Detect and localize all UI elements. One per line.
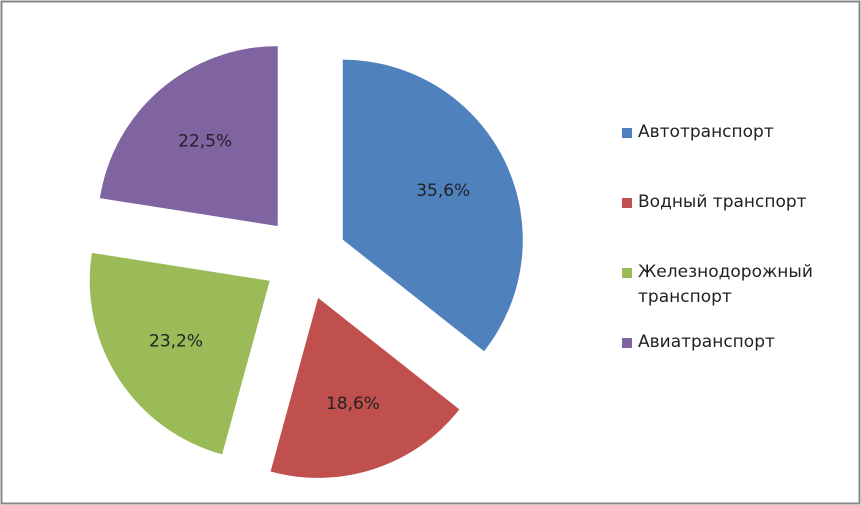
data-label: 35,6% [416, 181, 470, 201]
pie-slice [99, 46, 278, 227]
data-label: 22,5% [178, 131, 232, 151]
legend-swatch [622, 268, 632, 278]
data-label: 18,6% [326, 394, 380, 414]
legend-item: Автотранспорт [620, 120, 850, 145]
legend-item: Авиатранспорт [620, 330, 850, 355]
legend-item: Водный транспорт [620, 190, 850, 215]
legend-item: Железнодорожный транспорт [620, 260, 850, 310]
data-label: 23,2% [149, 331, 203, 351]
pie-slice [270, 297, 460, 478]
legend-swatch [622, 128, 632, 138]
pie-slice [89, 252, 270, 455]
legend-label: Авиатранспорт [638, 332, 775, 352]
legend-label: Водный транспорт [638, 192, 807, 212]
legend-swatch [622, 198, 632, 208]
legend-swatch [622, 338, 632, 348]
pie-slice [342, 59, 523, 352]
legend-label: Железнодорожный транспорт [638, 262, 813, 307]
legend-label: Автотранспорт [638, 122, 774, 142]
